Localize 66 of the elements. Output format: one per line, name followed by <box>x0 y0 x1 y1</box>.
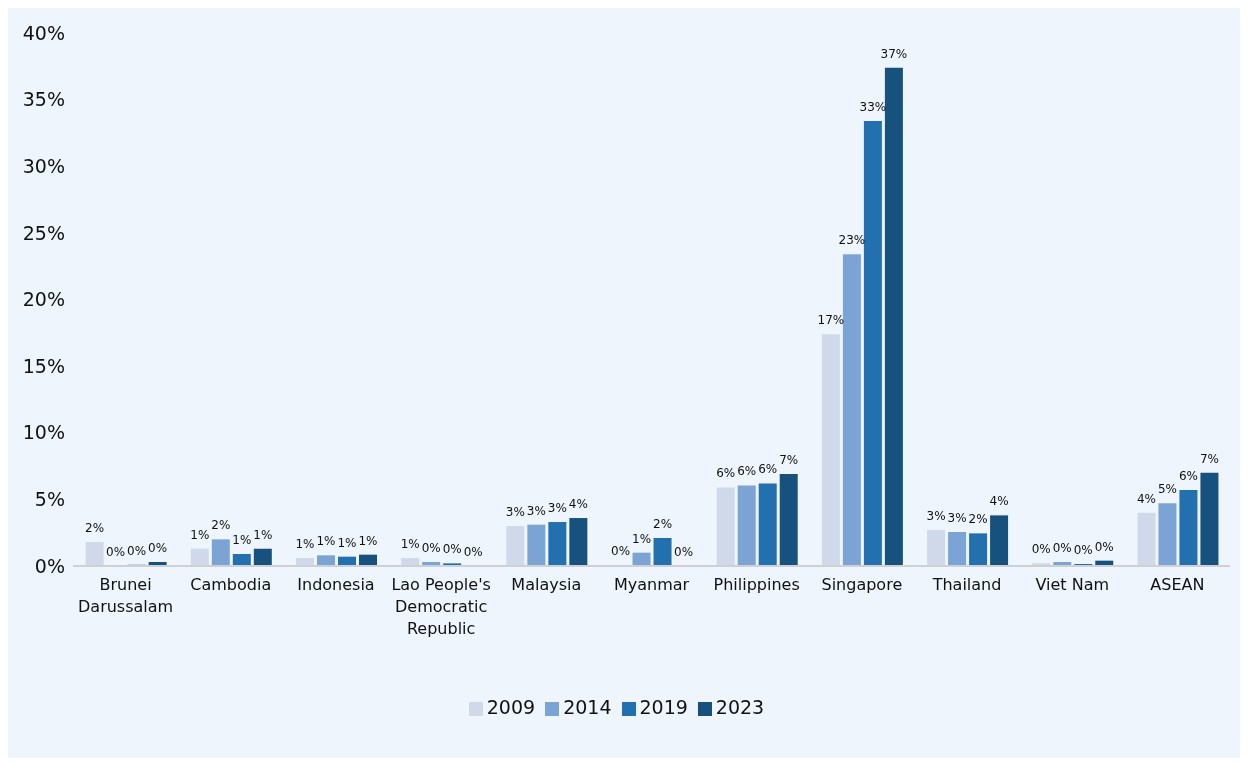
data-label: 0% <box>1094 539 1114 554</box>
data-label: 1% <box>632 531 652 546</box>
data-label: 1% <box>337 535 357 550</box>
data-label: 37% <box>880 46 908 61</box>
data-label: 6% <box>716 466 736 481</box>
data-label: 1% <box>295 537 315 552</box>
y-tick-label: 20% <box>22 288 65 311</box>
x-tick-label: ASEAN <box>1150 575 1205 594</box>
data-label: 0% <box>106 544 126 559</box>
data-label: 5% <box>1157 482 1177 497</box>
y-tick-label: 0% <box>34 554 65 577</box>
x-tick-label: Malaysia <box>511 575 582 594</box>
data-label: 2% <box>968 512 988 527</box>
x-tick-label: Cambodia <box>190 575 272 594</box>
data-label: 1% <box>253 527 273 542</box>
data-label: 0% <box>1052 541 1072 555</box>
y-tick-label: 30% <box>22 154 65 177</box>
x-tick-label: Myanmar <box>613 575 690 594</box>
legend-label: 2014 <box>563 696 612 718</box>
y-tick-label: 15% <box>22 354 65 377</box>
y-tick-label: 10% <box>22 421 65 444</box>
x-tick-label: Thailand <box>931 575 1002 594</box>
data-label: 6% <box>737 464 757 479</box>
y-tick-label: 35% <box>22 88 65 111</box>
data-label: 1% <box>232 533 252 548</box>
data-label: 1% <box>400 537 420 552</box>
x-tick-label: Brunei Darussalam <box>78 575 174 616</box>
data-label: 3% <box>947 511 967 526</box>
x-tick-label: Viet Nam <box>1035 575 1110 594</box>
data-label: 4% <box>1136 491 1156 506</box>
data-label: 1% <box>358 533 378 548</box>
data-label: 4% <box>989 494 1009 509</box>
data-label: 0% <box>127 543 147 558</box>
data-label: 0% <box>611 544 631 559</box>
data-label: 0% <box>148 541 168 555</box>
data-label: 3% <box>547 501 567 516</box>
data-label: 17% <box>817 313 845 328</box>
data-label: 0% <box>421 541 441 555</box>
data-label: 3% <box>505 505 525 520</box>
data-label: 6% <box>758 462 778 477</box>
data-label: 0% <box>442 542 462 557</box>
data-label: 7% <box>1199 451 1219 466</box>
data-label: 3% <box>926 509 946 524</box>
y-tick-label: 5% <box>34 488 65 511</box>
legend-label: 2019 <box>639 696 688 718</box>
data-label: 7% <box>779 453 799 468</box>
data-label: 3% <box>526 503 546 518</box>
data-label: 1% <box>190 527 210 542</box>
x-tick-label: Indonesia <box>297 575 375 594</box>
data-label: 1% <box>316 534 336 549</box>
y-tick-label: 40% <box>22 21 65 44</box>
legend-label: 2023 <box>715 696 765 718</box>
data-label: 2% <box>653 517 673 532</box>
x-tick-label: Singapore <box>821 575 903 594</box>
data-label: 0% <box>1073 543 1093 557</box>
data-label: 0% <box>463 544 483 559</box>
x-tick-label: Philippines <box>713 575 800 594</box>
data-label: 6% <box>1178 469 1198 484</box>
data-label: 4% <box>568 497 588 512</box>
data-label: 0% <box>1031 542 1051 557</box>
data-label: 0% <box>674 544 694 559</box>
y-tick-label: 25% <box>22 221 65 244</box>
data-label: 2% <box>211 518 231 533</box>
data-label: 2% <box>85 521 105 536</box>
x-tick-label: Lao People's Democratic Republic <box>391 575 491 638</box>
legend-label: 2009 <box>486 696 536 718</box>
